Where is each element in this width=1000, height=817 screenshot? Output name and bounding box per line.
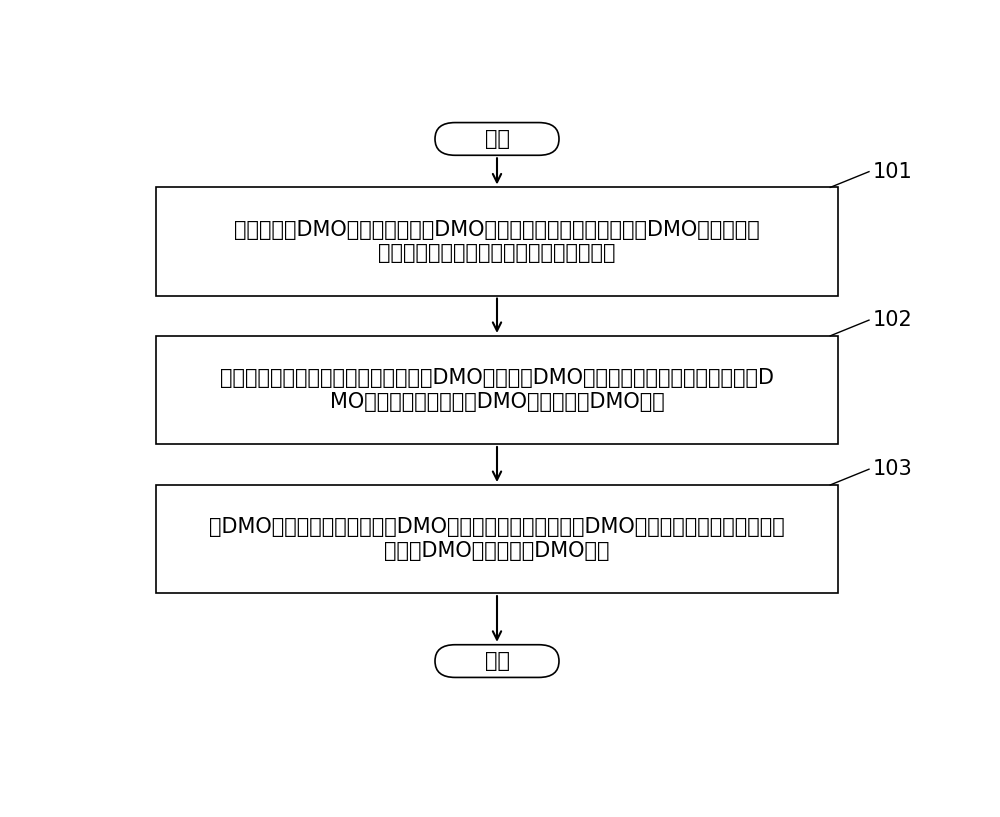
Text: 当宽带集群基站不参与控制终端之间的DMO呼叫时，DMO呼叫的主控终端利用所述专用于D
MO呼叫的同步信号，在DMO信道上发起DMO呼叫: 当宽带集群基站不参与控制终端之间的DMO呼叫时，DMO呼叫的主控终端利用所述专用… <box>220 368 774 412</box>
Text: 101: 101 <box>873 162 913 181</box>
FancyBboxPatch shape <box>156 336 838 444</box>
Text: 预先为直逝DMO终端配置专用于DMO呼叫的同步信号，所述专用于DMO呼叫的同步
信号不同于集群模式呼叫时使用的同步信号: 预先为直逝DMO终端配置专用于DMO呼叫的同步信号，所述专用于DMO呼叫的同步 … <box>234 220 760 263</box>
FancyBboxPatch shape <box>156 485 838 593</box>
Text: 102: 102 <box>873 310 913 330</box>
FancyBboxPatch shape <box>156 187 838 296</box>
FancyBboxPatch shape <box>435 123 559 155</box>
Text: 当DMO呼叫的从属终端在所述DMO信道上监听到所述专用于DMO呼叫的同步信号时，判定当
前所述DMO信道上存在DMO呼叫: 当DMO呼叫的从属终端在所述DMO信道上监听到所述专用于DMO呼叫的同步信号时，… <box>209 517 785 560</box>
FancyBboxPatch shape <box>435 645 559 677</box>
Text: 结束: 结束 <box>484 651 510 671</box>
Text: 103: 103 <box>873 459 913 480</box>
Text: 开始: 开始 <box>484 129 510 149</box>
